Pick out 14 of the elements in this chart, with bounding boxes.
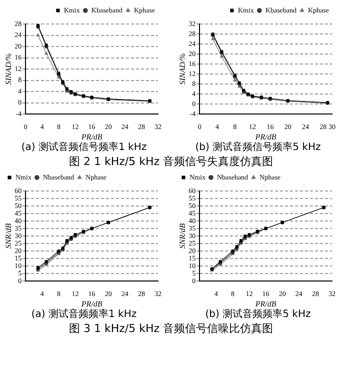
text: (a) 测试音频信号频率1 kHz	[20, 142, 148, 154]
caption: 图 3 1 kHz/5 kHz 音频信号信噪比仿真图	[68, 321, 274, 336]
y-axis-title: SNR/dB	[4, 223, 13, 249]
y-axis-title: SNR/dB	[178, 223, 187, 249]
x-axis-title: PR/dB	[80, 132, 102, 142]
x-axis-title: PR/dB	[254, 132, 276, 142]
text: (b) 测试音频频率5 kHz	[204, 309, 312, 321]
y-axis-title: SINAD/%	[4, 52, 13, 85]
y-axis-title: SINAD/%	[178, 52, 187, 85]
caption: 图 2 1 kHz/5 kHz 音频信号失真度仿真图	[68, 154, 274, 169]
x-axis-title: PR/dB	[254, 299, 276, 308]
text: (a) 测试音频频率1 kHz	[30, 309, 138, 321]
x-axis-title: PR/dB	[80, 299, 102, 308]
text: (b) 测试音频信号频率5 kHz	[194, 142, 322, 154]
